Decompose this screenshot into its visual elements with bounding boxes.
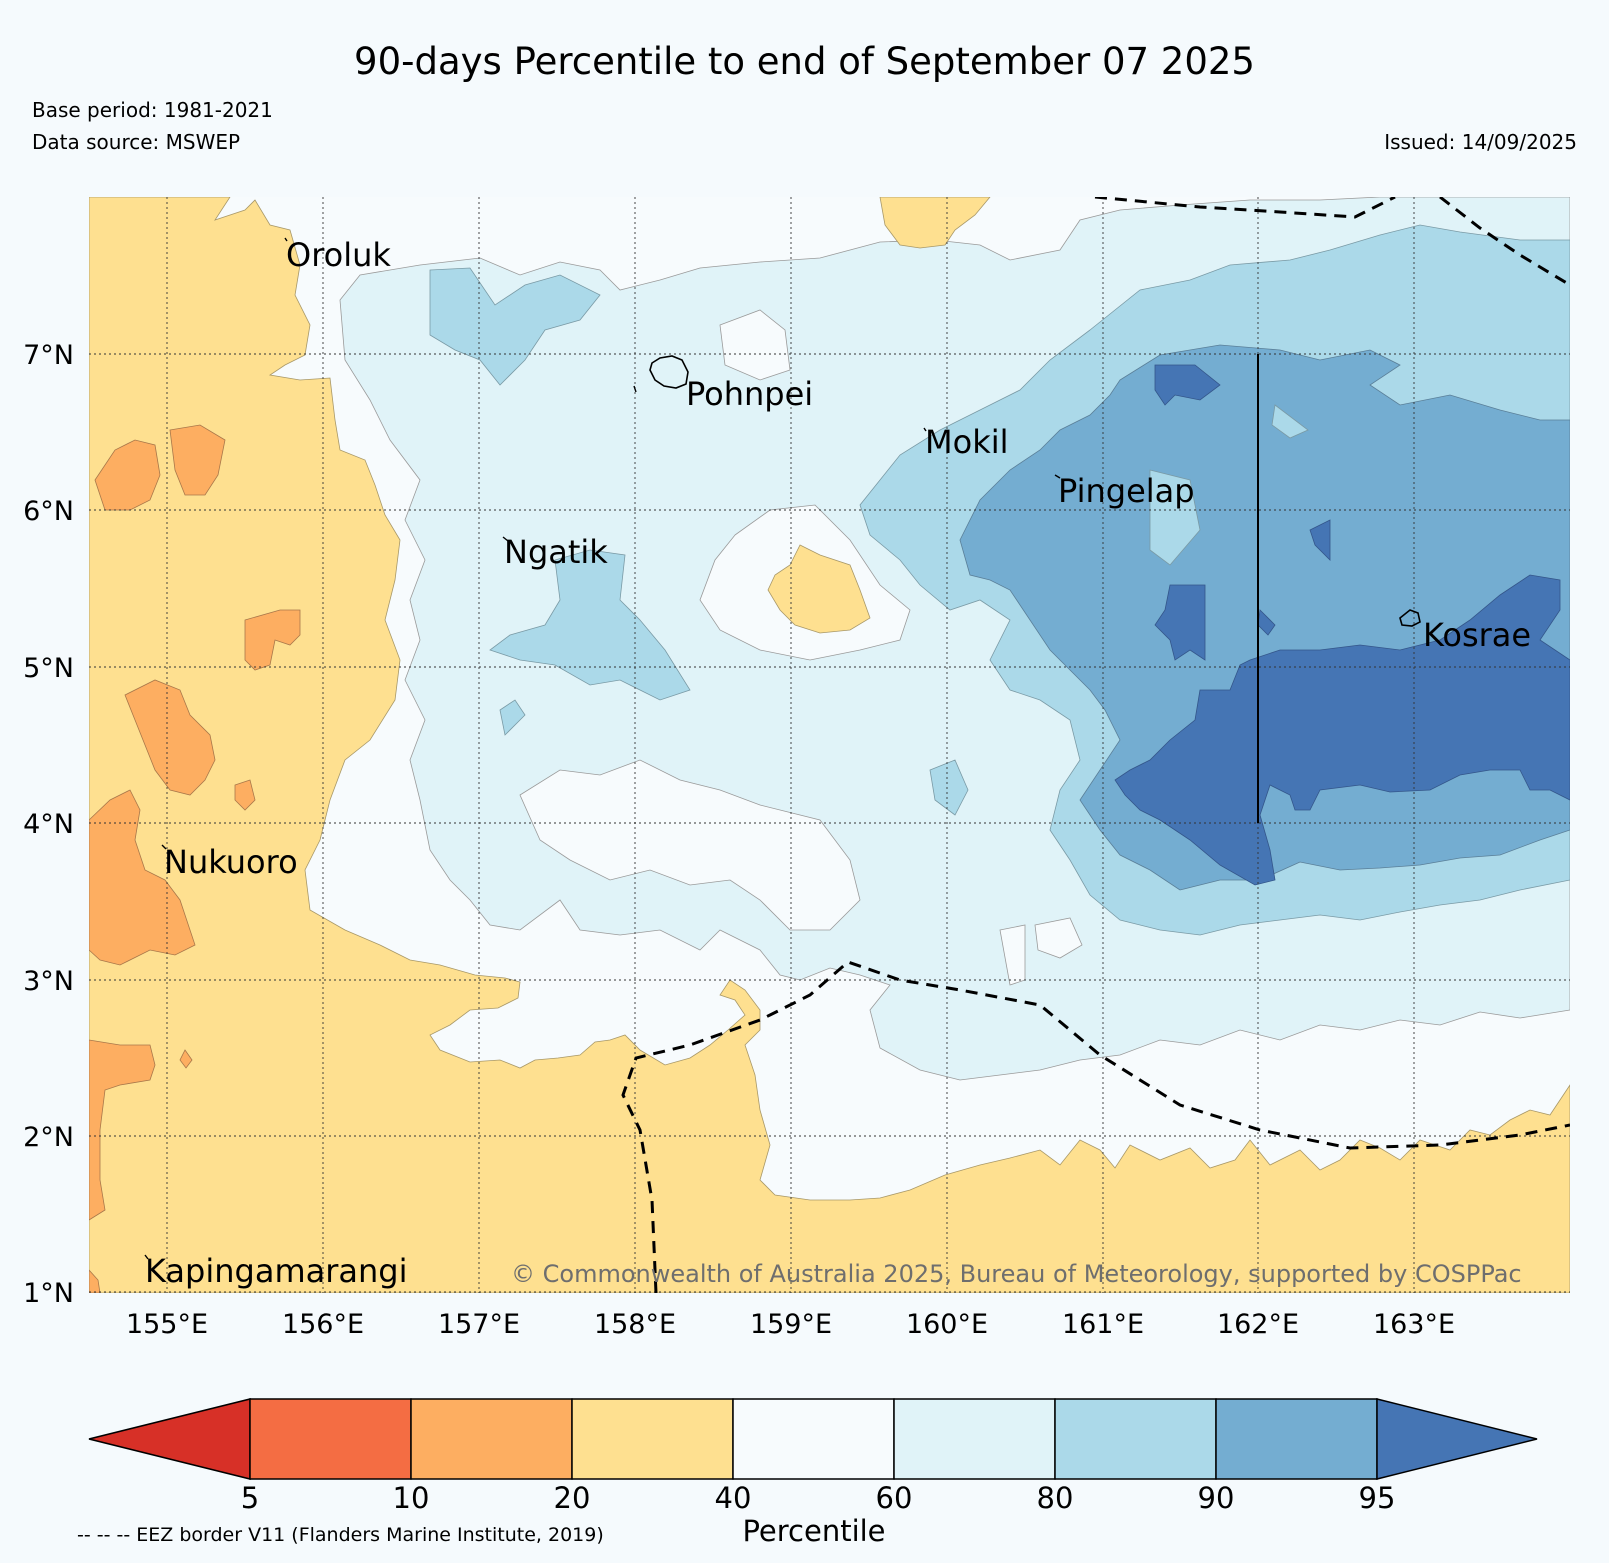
label-oroluk: Oroluk: [286, 236, 391, 274]
lat-tick-label: 7°N: [23, 340, 74, 371]
lon-tick-label: 162°E: [1217, 1309, 1299, 1340]
region-20-40: [767, 544, 871, 634]
lon-tick-label: 157°E: [438, 1309, 520, 1340]
region-10-20: [124, 679, 216, 796]
colorbar-tick-label: 40: [715, 1481, 752, 1515]
region-10-20: [169, 424, 226, 496]
region-80-90: [429, 267, 601, 386]
region-80-90-hole: [1271, 404, 1309, 439]
region-80-90-hole: [1149, 469, 1201, 566]
region-40-60-hole: [519, 759, 861, 931]
lon-tick-label: 161°E: [1062, 1309, 1144, 1340]
colorbar-tick-label: 95: [1359, 1481, 1396, 1515]
data-source: Data source: MSWEP: [32, 130, 241, 154]
region-20-40: [879, 197, 991, 249]
colorbar-segment: [410, 1398, 573, 1480]
colorbar-tick-label: 10: [393, 1481, 430, 1515]
region-95-100: [1154, 364, 1221, 406]
colorbar-segment: [249, 1398, 412, 1480]
lon-tick-label: 163°E: [1373, 1309, 1455, 1340]
eez-border: [621, 197, 1570, 1293]
label-mokil: Mokil: [925, 423, 1009, 461]
region-10-20: [234, 779, 256, 811]
colorbar: 5 10 20 40 60 80 90 95 Percentile: [88, 1398, 1538, 1548]
issued-date: Issued: 14/09/2025: [1384, 130, 1577, 154]
eez-legend-note: -- -- -- EEZ border V11 (Flanders Marine…: [77, 1524, 604, 1546]
lat-tick-label: 2°N: [23, 1122, 74, 1153]
region-10-20: [179, 1049, 193, 1069]
lat-tick-label: 3°N: [23, 966, 74, 997]
region-10-20: [89, 1039, 156, 1221]
region-40-60-hole: [1034, 917, 1083, 959]
colorbar-title: Percentile: [742, 1514, 885, 1548]
colorbar-segment: [732, 1398, 895, 1480]
colorbar-over-triangle: [1376, 1398, 1538, 1480]
kosrae-outline: [1399, 609, 1421, 627]
colorbar-segment: [1054, 1398, 1217, 1480]
colorbar-tick-label: 60: [876, 1481, 913, 1515]
lon-tick-label: 155°E: [126, 1309, 208, 1340]
lat-tick-label: 1°N: [23, 1278, 74, 1309]
atoll-marks: [144, 237, 1061, 1260]
colorbar-tick-label: 90: [1198, 1481, 1235, 1515]
colorbar-segment: [1215, 1398, 1378, 1480]
label-nukuoro: Nukuoro: [164, 843, 298, 881]
region-95-100: [1309, 519, 1331, 561]
lat-tick-label: 6°N: [23, 496, 74, 527]
colorbar-tick-label: 80: [1037, 1481, 1074, 1515]
label-ngatik: Ngatik: [504, 533, 608, 571]
colorbar-segment: [571, 1398, 734, 1480]
colorbar-tick-label: 5: [241, 1481, 259, 1515]
label-kapingamarangi: Kapingamarangi: [145, 1252, 407, 1290]
colorbar-under-triangle: [88, 1398, 251, 1480]
colorbar-tick-label: 20: [554, 1481, 591, 1515]
region-80-90: [929, 759, 969, 816]
map-title: 90-days Percentile to end of September 0…: [354, 40, 1255, 83]
region-10-20: [89, 1269, 101, 1293]
lat-tick-label: 5°N: [23, 653, 74, 684]
gridlines: [89, 197, 1570, 1293]
label-kosrae: Kosrae: [1423, 616, 1531, 654]
lon-tick-label: 156°E: [282, 1309, 364, 1340]
region-95-100: [1154, 584, 1206, 661]
region-80-90: [499, 699, 526, 736]
region-40-60-hole: [719, 309, 791, 381]
longitude-axis: 155°E 156°E 157°E 158°E 159°E 160°E 161°…: [126, 1309, 1455, 1340]
label-pingelap: Pingelap: [1058, 472, 1195, 510]
lon-tick-label: 158°E: [594, 1309, 676, 1340]
percentile-field: © Commonwealth of Australia 2025, Bureau…: [89, 197, 1570, 1293]
region-10-20: [244, 609, 301, 671]
lat-tick-label: 4°N: [23, 809, 74, 840]
base-period: Base period: 1981-2021: [32, 98, 273, 122]
region-10-20: [94, 439, 161, 511]
copyright-notice: © Commonwealth of Australia 2025, Bureau…: [511, 1260, 1522, 1288]
pohnpei-outline: [649, 355, 689, 389]
lon-tick-label: 159°E: [750, 1309, 832, 1340]
region-20-40: [89, 197, 1570, 1293]
region-10-20: [89, 789, 196, 966]
region-95-100: [1114, 574, 1570, 886]
latitude-axis: 7°N 6°N 5°N 4°N 3°N 2°N 1°N: [23, 340, 74, 1309]
label-pohnpei: Pohnpei: [686, 375, 813, 413]
lon-tick-label: 160°E: [906, 1309, 988, 1340]
region-80-90: [489, 549, 691, 701]
colorbar-segment: [893, 1398, 1056, 1480]
